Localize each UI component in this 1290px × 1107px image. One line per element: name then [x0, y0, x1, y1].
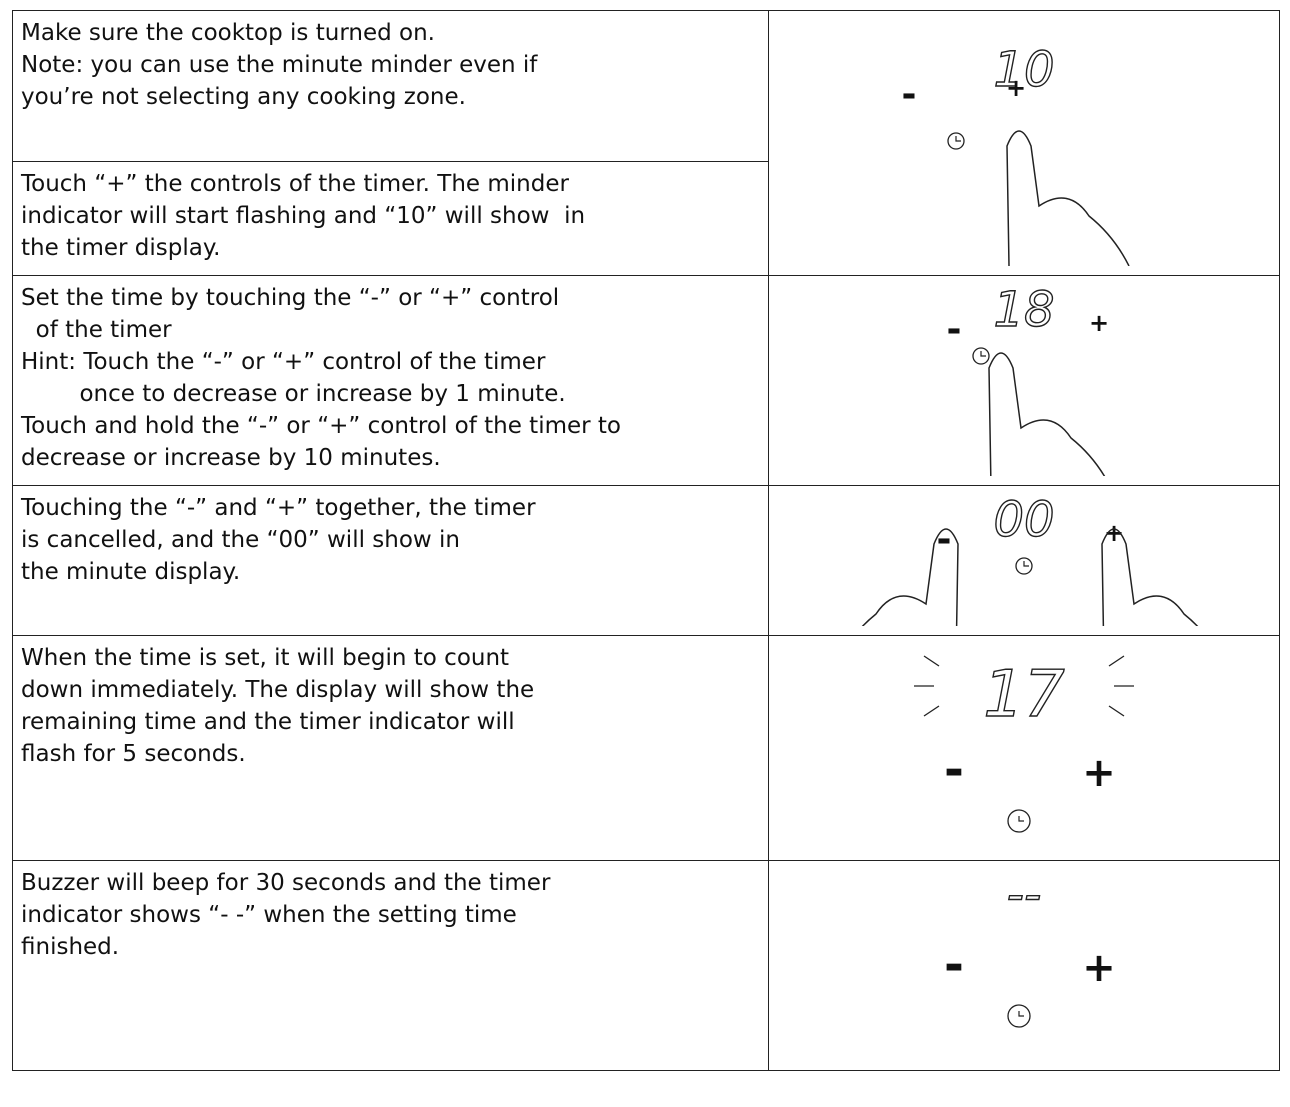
text-line: is cancelled, and the “00” will show in	[21, 527, 461, 553]
clock-hands	[980, 351, 986, 357]
flash-ray	[1108, 705, 1125, 717]
text-line: flash for 5 seconds.	[21, 741, 246, 767]
text-line: the minute display.	[21, 559, 241, 585]
text-line: decrease or increase by 10 minutes.	[21, 445, 441, 471]
text-cell: Touch “+” the controls of the timer. The…	[12, 160, 769, 277]
clock-icon	[1015, 557, 1033, 575]
timer-display: 18	[993, 282, 1054, 338]
illustration: 17- +	[914, 655, 1134, 833]
illustration: 00- +	[835, 491, 1225, 665]
plus-label: +	[1082, 945, 1116, 991]
finger-outline	[988, 352, 1112, 489]
text-line: Set the time by touching the “-” or “+” …	[21, 285, 560, 311]
minus-label: -	[944, 742, 964, 798]
text-line: remaining time and the timer indicator w…	[21, 709, 515, 735]
text-line: Touching the “-” and “+” together, the t…	[21, 495, 536, 521]
text-line: Touch “+” the controls of the timer. The…	[21, 170, 569, 197]
text-cell: Touching the “-” and “+” together, the t…	[12, 485, 769, 636]
minus-label: -	[937, 519, 952, 560]
text-line: Buzzer will beep for 30 seconds and the …	[21, 870, 551, 896]
illustration: --- +	[944, 866, 1116, 1028]
flash-ray	[923, 705, 940, 717]
text-line: you’re not selecting any cooking zone.	[21, 84, 466, 110]
image-cell: 00- +	[768, 485, 1280, 665]
illustration: 18- +	[947, 281, 1112, 489]
image-cell: -- - +	[768, 860, 1280, 1071]
plus-label: +	[1006, 74, 1026, 102]
clock-hands	[1023, 561, 1029, 567]
clock-hands	[1018, 816, 1024, 822]
text-cell: Make sure the cooktop is turned on. Note:…	[12, 10, 769, 162]
plus-label: +	[1089, 309, 1109, 337]
clock-icon	[947, 132, 965, 150]
timer-display: --	[1007, 867, 1042, 923]
minus-label: -	[944, 937, 964, 993]
image-cell: 10 - +	[768, 10, 1280, 276]
illustration: 10 - +	[902, 41, 1130, 267]
instruction-table: Make sure the cooktop is turned on. Note:…	[12, 10, 1280, 1071]
flash-ray	[1108, 655, 1125, 667]
text-line: indicator will start flashing and “10” w…	[21, 202, 586, 229]
text-line: indicator shows “- -” when the setting t…	[21, 902, 517, 928]
text-line: once to decrease or increase by 1 minute…	[21, 381, 566, 407]
minus-label: -	[947, 309, 962, 350]
text-line: Note: you can use the minute minder even…	[21, 52, 538, 78]
plus-label: +	[1082, 750, 1116, 796]
clock-hands	[1018, 1011, 1024, 1017]
text-line: of the timer	[21, 317, 172, 343]
text-line: Make sure the cooktop is turned on.	[21, 20, 435, 46]
timer-display: 10	[993, 42, 1054, 98]
text-line: down immediately. The display will show …	[21, 677, 535, 703]
image-cell: 17- +	[768, 635, 1280, 861]
clock-icon	[1007, 809, 1031, 833]
clock-hands	[955, 136, 961, 142]
text-line: Hint: Touch the “-” or “+” control of th…	[21, 349, 546, 375]
text-line: When the time is set, it will begin to c…	[21, 645, 510, 671]
timer-display: 17	[983, 658, 1065, 732]
clock-icon	[1007, 1004, 1031, 1028]
text-cell: Buzzer will beep for 30 seconds and the …	[12, 860, 769, 1071]
text-cell: When the time is set, it will begin to c…	[12, 635, 769, 861]
text-line: Touch and hold the “-” or “+” control of…	[21, 413, 621, 439]
flash-ray	[923, 655, 940, 667]
finger-outline	[1006, 130, 1130, 267]
minus-label: -	[902, 74, 917, 115]
text-cell: Set the time by touching the “-” or “+” …	[12, 275, 769, 486]
clock-icon	[972, 347, 990, 365]
image-cell: 18- +	[768, 275, 1280, 489]
timer-display: 00	[993, 492, 1054, 548]
text-line: finished.	[21, 934, 120, 960]
text-line: the timer display.	[21, 234, 221, 261]
plus-label: +	[1104, 519, 1124, 547]
